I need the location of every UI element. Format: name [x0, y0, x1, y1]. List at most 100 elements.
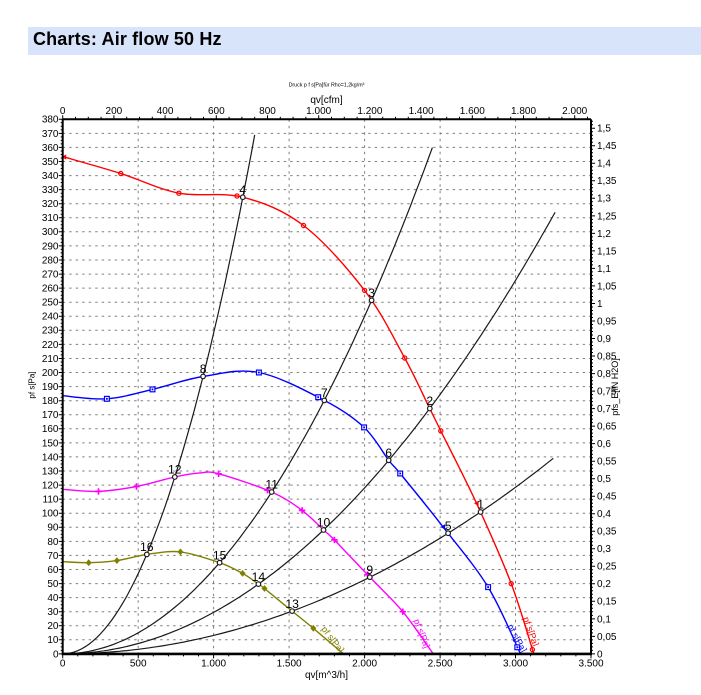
svg-text:9: 9	[366, 563, 373, 577]
svg-text:0,3: 0,3	[597, 544, 611, 555]
svg-text:70: 70	[47, 551, 59, 562]
svg-text:2.000: 2.000	[352, 659, 377, 670]
svg-text:1,45: 1,45	[597, 141, 617, 152]
svg-text:1,35: 1,35	[597, 176, 617, 187]
svg-text:0,95: 0,95	[597, 316, 617, 327]
svg-text:200: 200	[106, 106, 123, 117]
svg-text:270: 270	[42, 270, 59, 281]
svg-text:500: 500	[130, 659, 147, 670]
svg-text:110: 110	[43, 495, 59, 506]
svg-text:1.000: 1.000	[201, 659, 226, 670]
svg-text:0: 0	[60, 659, 66, 670]
svg-text:0,55: 0,55	[597, 457, 617, 468]
svg-text:290: 290	[42, 241, 59, 252]
svg-text:2.500: 2.500	[428, 659, 453, 670]
svg-text:pf s[Pa]: pf s[Pa]	[28, 371, 37, 398]
svg-text:50: 50	[47, 579, 59, 590]
svg-text:0,35: 0,35	[597, 527, 617, 538]
svg-text:13: 13	[285, 597, 299, 611]
svg-text:30: 30	[47, 607, 59, 618]
svg-text:8: 8	[200, 362, 207, 376]
svg-text:600: 600	[208, 106, 225, 117]
svg-text:Druck p f s[Pa]für Rho=1,2kg/m: Druck p f s[Pa]für Rho=1,2kg/m³	[289, 82, 365, 88]
svg-text:0: 0	[53, 649, 59, 660]
svg-text:80: 80	[47, 537, 59, 548]
svg-text:1,3: 1,3	[597, 194, 611, 205]
svg-text:0,85: 0,85	[597, 351, 617, 362]
svg-text:330: 330	[42, 185, 59, 196]
svg-text:15: 15	[213, 548, 227, 562]
svg-text:20: 20	[47, 621, 59, 632]
svg-text:250: 250	[42, 298, 59, 309]
svg-text:1,4: 1,4	[597, 159, 611, 170]
svg-text:1,05: 1,05	[597, 281, 617, 292]
svg-text:10: 10	[317, 516, 331, 530]
svg-text:0,05: 0,05	[597, 632, 617, 643]
svg-text:0,45: 0,45	[597, 492, 617, 503]
svg-text:qv[cfm]: qv[cfm]	[310, 95, 342, 106]
svg-text:400: 400	[157, 106, 174, 117]
svg-text:pf s[Pa]: pf s[Pa]	[412, 618, 432, 650]
svg-text:260: 260	[42, 284, 59, 295]
svg-text:0: 0	[597, 649, 603, 660]
svg-text:90: 90	[47, 523, 59, 534]
svg-text:0,5: 0,5	[597, 474, 611, 485]
svg-text:120: 120	[42, 481, 59, 492]
svg-text:310: 310	[42, 213, 59, 224]
svg-text:qv[m^3/h]: qv[m^3/h]	[305, 670, 348, 681]
svg-text:40: 40	[47, 593, 59, 604]
svg-text:6: 6	[385, 446, 392, 460]
svg-text:1.400: 1.400	[409, 106, 434, 117]
svg-text:3: 3	[368, 286, 375, 300]
svg-text:350: 350	[42, 157, 59, 168]
svg-text:0,1: 0,1	[597, 614, 611, 625]
svg-text:1.000: 1.000	[306, 106, 331, 117]
svg-text:140: 140	[42, 452, 59, 463]
svg-text:0: 0	[60, 106, 66, 117]
svg-text:360: 360	[42, 143, 59, 154]
svg-text:0,75: 0,75	[597, 387, 617, 398]
svg-text:60: 60	[47, 565, 59, 576]
svg-text:1,15: 1,15	[597, 246, 617, 257]
svg-text:7: 7	[321, 386, 328, 400]
svg-text:280: 280	[42, 255, 59, 266]
svg-text:10: 10	[47, 635, 59, 646]
svg-text:2.000: 2.000	[562, 106, 587, 117]
svg-text:16: 16	[140, 540, 154, 554]
svg-text:300: 300	[42, 227, 59, 238]
svg-text:14: 14	[252, 570, 266, 584]
svg-text:5: 5	[445, 519, 452, 533]
svg-text:210: 210	[42, 354, 59, 365]
svg-text:0,2: 0,2	[597, 579, 611, 590]
svg-text:1: 1	[597, 299, 603, 310]
svg-text:0,4: 0,4	[597, 509, 611, 520]
svg-text:1,5: 1,5	[597, 124, 611, 135]
svg-text:1.500: 1.500	[277, 659, 302, 670]
svg-text:170: 170	[42, 410, 59, 421]
svg-text:0,8: 0,8	[597, 369, 611, 380]
svg-text:0,65: 0,65	[597, 422, 617, 433]
svg-text:3.500: 3.500	[578, 659, 603, 670]
svg-text:0,9: 0,9	[597, 334, 611, 345]
svg-text:150: 150	[42, 438, 59, 449]
svg-text:380: 380	[42, 115, 59, 126]
svg-text:pfs_E[iN H2O]: pfs_E[iN H2O]	[610, 358, 620, 416]
svg-text:1.200: 1.200	[357, 106, 382, 117]
svg-text:230: 230	[42, 326, 59, 337]
svg-text:240: 240	[42, 312, 59, 323]
svg-text:320: 320	[42, 199, 59, 210]
svg-text:12: 12	[168, 463, 182, 477]
svg-text:0,7: 0,7	[597, 404, 611, 415]
svg-text:0,15: 0,15	[597, 597, 617, 608]
svg-text:0,6: 0,6	[597, 439, 611, 450]
svg-text:190: 190	[42, 382, 59, 393]
svg-text:1: 1	[477, 498, 484, 512]
svg-text:800: 800	[259, 106, 276, 117]
svg-text:1,25: 1,25	[597, 211, 617, 222]
svg-text:2: 2	[426, 394, 433, 408]
svg-text:340: 340	[42, 171, 59, 182]
svg-text:3.000: 3.000	[503, 659, 528, 670]
svg-text:4: 4	[239, 183, 246, 197]
svg-text:370: 370	[42, 129, 59, 140]
svg-text:1.600: 1.600	[460, 106, 485, 117]
